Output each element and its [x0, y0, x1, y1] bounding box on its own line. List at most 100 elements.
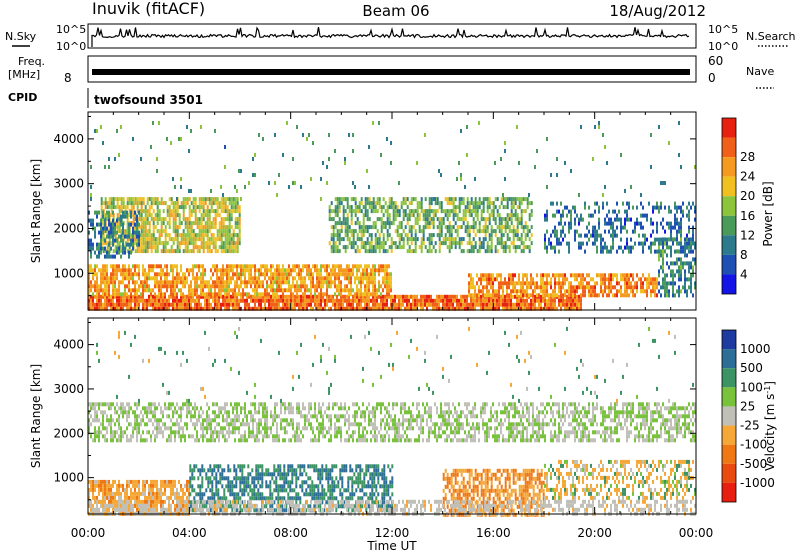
heatmap-cell: [356, 284, 358, 289]
heatmap-cell: [132, 221, 135, 226]
heatmap-cell: [142, 479, 144, 484]
heatmap-cell: [134, 272, 136, 277]
heatmap-cell: [338, 201, 341, 206]
heatmap-cell: [148, 284, 150, 289]
heatmap-cell: [330, 272, 332, 277]
heatmap-cell: [680, 289, 682, 294]
heatmap-cell: [674, 221, 676, 226]
heatmap-cell: [364, 205, 367, 210]
heatmap-cell: [494, 217, 497, 222]
heatmap-cell: [248, 302, 250, 307]
heatmap-cell: [256, 268, 258, 273]
heatmap-cell: [664, 289, 666, 294]
heatmap-cell: [686, 241, 688, 246]
heatmap-cell: [126, 276, 128, 281]
heatmap-cell: [582, 241, 584, 246]
heatmap-cell: [160, 294, 162, 299]
heatmap-cell: [138, 479, 140, 484]
heatmap-cell: [328, 205, 331, 210]
heatmap-cell: [192, 294, 194, 299]
heatmap-cell: [668, 205, 670, 210]
heatmap-cell: [544, 302, 546, 307]
heatmap-cell: [276, 268, 278, 273]
heatmap-cell: [136, 503, 138, 508]
heatmap-cell: [124, 229, 127, 234]
heatmap-cell: [524, 302, 526, 307]
heatmap-cell: [94, 479, 96, 484]
heatmap-cell: [322, 264, 324, 269]
heatmap-cell: [686, 261, 688, 266]
heatmap-cell: [602, 281, 604, 286]
heatmap-cell: [334, 249, 337, 254]
heatmap-cell: [186, 306, 188, 311]
heatmap-cell: [108, 294, 110, 299]
heatmap-cell: [270, 272, 272, 277]
heatmap-cell: [476, 217, 479, 222]
heatmap-cell: [552, 201, 554, 206]
heatmap-cell: [136, 292, 138, 297]
heatmap-cell: [560, 285, 562, 290]
heatmap-cell: [182, 284, 184, 289]
heatmap-cell: [478, 277, 480, 282]
heatmap-cell: [216, 272, 218, 277]
heatmap-cell: [232, 302, 234, 307]
heatmap-cell: [406, 197, 409, 202]
heatmap-cell: [362, 217, 365, 222]
heatmap-cell: [608, 249, 610, 254]
heatmap-cell: [100, 487, 102, 492]
heatmap-cell: [112, 503, 114, 508]
heatmap-cell: [310, 272, 312, 277]
heatmap-cell: [94, 499, 96, 504]
heatmap-cell: [240, 276, 242, 281]
heatmap-cell: [228, 302, 230, 307]
heatmap-cell: [108, 499, 110, 504]
heatmap-cell: [138, 272, 140, 277]
heatmap-cell: [338, 306, 340, 311]
heatmap-cell: [116, 302, 118, 307]
heatmap-cell: [106, 254, 108, 259]
heatmap-cell: [488, 237, 491, 242]
heatmap-cell: [338, 272, 340, 277]
heatmap-cell: [620, 277, 622, 282]
heatmap-cell: [366, 298, 368, 303]
heatmap-cell: [344, 197, 347, 202]
heatmap-cell: [162, 201, 165, 206]
heatmap-cell: [640, 213, 642, 218]
heatmap-cell: [566, 277, 568, 282]
heatmap-cell: [128, 213, 131, 218]
heatmap-cell: [612, 245, 614, 250]
heatmap-cell: [588, 293, 590, 298]
heatmap-cell: [276, 302, 278, 307]
heatmap-cell: [644, 213, 646, 218]
heatmap-cell: [146, 280, 148, 285]
heatmap-cell: [182, 272, 184, 277]
heatmap-cell: [130, 250, 132, 255]
heatmap-cell: [378, 201, 381, 206]
heatmap-cell: [132, 288, 134, 293]
heatmap-cell: [482, 217, 485, 222]
heatmap-cell: [604, 217, 606, 222]
heatmap-cell: [556, 293, 558, 298]
heatmap-cell: [114, 288, 116, 293]
heatmap-cell: [372, 288, 374, 293]
heatmap-cell: [656, 285, 658, 290]
heatmap-cell: [326, 264, 328, 269]
heatmap-cell: [138, 298, 140, 303]
heatmap-cell: [310, 284, 312, 289]
heatmap-cell: [112, 294, 114, 299]
heatmap-cell: [150, 217, 153, 222]
heatmap-cell: [400, 225, 403, 230]
heatmap-cell: [208, 288, 210, 293]
heatmap-cell: [172, 229, 175, 234]
heatmap-cell: [470, 285, 472, 290]
heatmap-cell: [174, 233, 177, 238]
heatmap-cell: [546, 289, 548, 294]
heatmap-cell: [146, 272, 148, 277]
heatmap-cell: [322, 280, 324, 285]
heatmap-cell: [162, 241, 165, 246]
heatmap-cell: [488, 289, 490, 294]
heatmap-cell: [514, 281, 516, 286]
heatmap-cell: [200, 241, 203, 246]
heatmap-cell: [558, 209, 560, 214]
heatmap-cell: [152, 483, 154, 488]
